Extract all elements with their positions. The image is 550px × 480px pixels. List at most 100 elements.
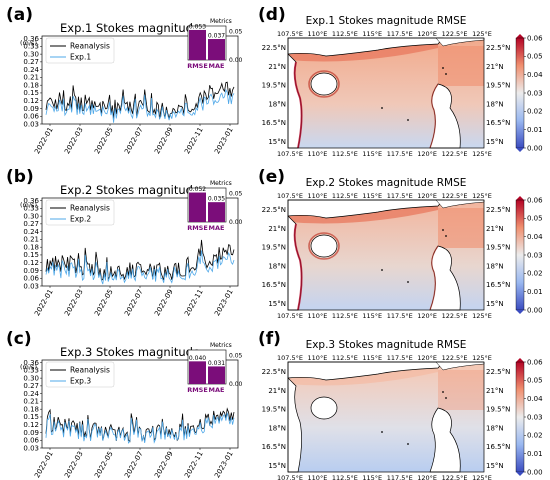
lon-tick-label-bottom: 110°E [308, 312, 328, 320]
panel-label: (d) [258, 5, 286, 25]
eastern-high-error-band [438, 46, 484, 86]
lon-tick-label-bottom: 110°E [308, 150, 328, 158]
y-tick-label: 0.21 [23, 398, 39, 406]
colorbar-tick-label: 0.02 [527, 270, 543, 278]
colorbar-tick-label: 0.05 [527, 215, 543, 223]
y-tick-label: 0.12 [23, 97, 39, 105]
colorbar-tick-label: 0.00 [527, 468, 543, 476]
y-tick-label: 0.03 [23, 282, 39, 290]
lat-tick-label-left: 22.5°N [262, 368, 286, 376]
y-tick-label: 0.24 [23, 228, 39, 236]
metric-name-label: RMSE [187, 224, 208, 232]
lat-tick-label-right: 21°N [486, 225, 504, 233]
lon-tick-label-bottom: 107.5°E [277, 312, 303, 320]
lon-tick-label-bottom: 120°E [417, 150, 437, 158]
land-hainan-island [310, 396, 338, 420]
lat-tick-label-right: 22.5°N [486, 368, 510, 376]
lon-tick-label-top: 107.5°E [277, 30, 303, 38]
y-tick-label: 0.30 [23, 50, 39, 58]
lon-tick-label-top: 107.5°E [277, 354, 303, 362]
y-tick-label: 0.06 [23, 275, 39, 283]
legend-label: Reanalysis [70, 204, 110, 213]
lat-tick-label-left: 18°N [268, 100, 286, 108]
line-chart-panels: (a)Exp.1 Stokes magnitude(m/s)0.030.060.… [6, 5, 243, 479]
x-tick-label: 2022-01 [33, 126, 55, 155]
y-tick-label: 0.12 [23, 421, 39, 429]
metric-bar [208, 366, 225, 384]
x-tick-label: 2022-01 [33, 450, 55, 479]
x-tick-label: 2022-09 [153, 126, 175, 155]
lon-tick-label-bottom: 107.5°E [277, 150, 303, 158]
small-island [445, 397, 447, 399]
metrics-title: Metrics [210, 342, 232, 349]
chart-title: Exp.3 Stokes magnitude [60, 345, 200, 359]
metric-bar [208, 39, 225, 60]
lon-tick-label-top: 120°E [417, 30, 437, 38]
y-tick-label: 0.36 [23, 197, 39, 205]
colorbar-tick-label: 0.04 [527, 233, 543, 241]
lat-tick-label-left: 21°N [268, 387, 286, 395]
lon-tick-label-bottom: 112.5°E [332, 150, 358, 158]
lat-tick-label-right: 18°N [486, 424, 504, 432]
y-tick-label: 0.09 [23, 429, 39, 437]
panel-label: (a) [6, 5, 33, 25]
x-tick-label: 2022-11 [183, 450, 205, 479]
lat-tick-label-right: 15°N [486, 300, 504, 308]
lon-tick-label-top: 117.5°E [387, 354, 413, 362]
lat-tick-label-right: 18°N [486, 100, 504, 108]
lat-tick-label-left: 21°N [268, 225, 286, 233]
lat-tick-label-right: 15°N [486, 462, 504, 470]
colorbar-tick-label: 0.04 [527, 71, 543, 79]
eastern-high-error-band [438, 208, 484, 248]
lon-tick-label-bottom: 115°E [362, 474, 382, 480]
colorbar-tick-label: 0.01 [527, 288, 543, 296]
legend-label: Reanalysis [70, 42, 110, 51]
lon-tick-label-bottom: 117.5°E [387, 150, 413, 158]
y-tick-label: 0.06 [23, 437, 39, 445]
map-frame [287, 37, 485, 149]
legend-label: Exp.1 [70, 53, 91, 62]
map-title: Exp.3 Stokes magnitude RMSE [306, 339, 467, 351]
map-frame [287, 199, 485, 311]
x-tick-label: 2022-03 [63, 126, 85, 155]
y-tick-label: 0.27 [23, 382, 39, 390]
series-line-experiment [45, 88, 235, 123]
small-island [445, 235, 447, 237]
metric-bar [189, 361, 206, 384]
lat-tick-label-right: 16.5°N [486, 119, 510, 127]
metrics-axis-tick: 0.00 [229, 219, 243, 226]
y-tick-label: 0.18 [23, 243, 39, 251]
land-hainan-island [310, 234, 338, 258]
x-tick-label: 2022-05 [93, 126, 115, 155]
metric-bar [208, 202, 225, 222]
lat-tick-label-left: 15°N [268, 462, 286, 470]
colorbar-tick-label: 0.05 [527, 377, 543, 385]
lat-tick-label-right: 16.5°N [486, 281, 510, 289]
y-tick-label: 0.09 [23, 267, 39, 275]
lon-tick-label-bottom: 112.5°E [332, 312, 358, 320]
lat-tick-label-left: 16.5°N [262, 281, 286, 289]
y-tick-label: 0.33 [23, 43, 39, 51]
lon-tick-label-top: 115°E [362, 192, 382, 200]
y-tick-label: 0.36 [23, 359, 39, 367]
lat-tick-label-right: 16.5°N [486, 443, 510, 451]
hainan-coastal-error [308, 70, 340, 98]
small-island [381, 107, 383, 109]
lon-tick-label-top: 125°E [472, 30, 492, 38]
colorbar-tick-label: 0.03 [527, 413, 543, 421]
colorbar-bottom-arrow [516, 148, 524, 152]
small-island [381, 431, 383, 433]
x-tick-label: 2022-07 [123, 450, 145, 479]
metrics-axis-tick: 0.00 [229, 381, 243, 388]
panel-label: (f) [258, 329, 281, 349]
series-line-experiment [45, 250, 235, 285]
map-title: Exp.1 Stokes magnitude RMSE [306, 15, 467, 27]
lon-tick-label-top: 125°E [472, 354, 492, 362]
panel-label: (b) [6, 167, 34, 187]
metrics-axis-tick: 0.00 [229, 57, 243, 64]
metrics-axis-tick: 0.05 [229, 29, 243, 36]
metric-name-label: MAE [209, 62, 225, 70]
colorbar-tick-label: 0.03 [527, 89, 543, 97]
lon-tick-label-bottom: 120°E [417, 312, 437, 320]
